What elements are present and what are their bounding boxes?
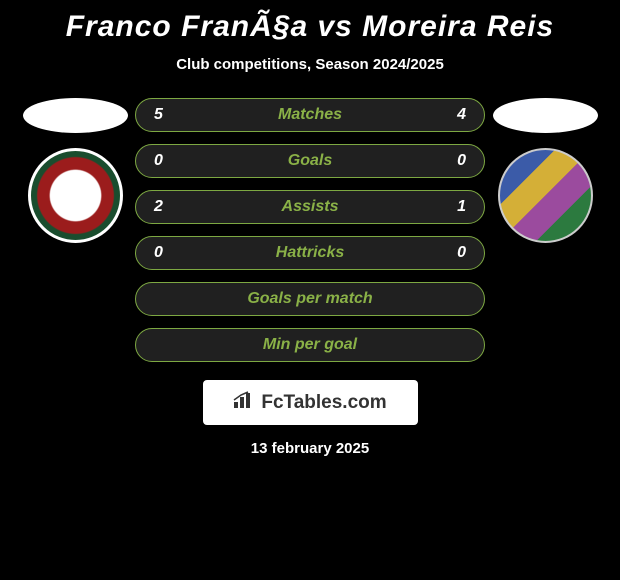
stat-gpm-label: Goals per match bbox=[247, 290, 372, 308]
player-left-side bbox=[25, 98, 125, 243]
comparison-container: Franco FranÃ§a vs Moreira Reis Club comp… bbox=[0, 0, 620, 580]
club-badge-left bbox=[28, 148, 123, 243]
stat-assists-label: Assists bbox=[282, 198, 339, 216]
stat-assists-right: 1 bbox=[441, 198, 466, 216]
stat-row-matches: 5 Matches 4 bbox=[135, 98, 485, 132]
stat-goals-left: 0 bbox=[154, 152, 179, 170]
stat-row-assists: 2 Assists 1 bbox=[135, 190, 485, 224]
player-right-photo bbox=[493, 98, 598, 133]
stat-matches-label: Matches bbox=[278, 106, 342, 124]
club-badge-right bbox=[498, 148, 593, 243]
stat-hattricks-label: Hattricks bbox=[276, 244, 344, 262]
chart-icon bbox=[233, 391, 255, 414]
stat-row-mpg: Min per goal bbox=[135, 328, 485, 362]
stat-matches-left: 5 bbox=[154, 106, 179, 124]
page-title: Franco FranÃ§a vs Moreira Reis bbox=[66, 10, 555, 44]
date-text: 13 february 2025 bbox=[251, 440, 369, 457]
subtitle: Club competitions, Season 2024/2025 bbox=[176, 56, 444, 73]
player-right-side bbox=[495, 98, 595, 243]
stat-goals-label: Goals bbox=[288, 152, 332, 170]
stat-row-gpm: Goals per match bbox=[135, 282, 485, 316]
stat-hattricks-right: 0 bbox=[441, 244, 466, 262]
brand-box[interactable]: FcTables.com bbox=[203, 380, 418, 425]
brand-text: FcTables.com bbox=[261, 392, 386, 414]
stat-row-goals: 0 Goals 0 bbox=[135, 144, 485, 178]
stat-row-hattricks: 0 Hattricks 0 bbox=[135, 236, 485, 270]
stat-hattricks-left: 0 bbox=[154, 244, 179, 262]
stat-goals-right: 0 bbox=[441, 152, 466, 170]
main-area: 5 Matches 4 0 Goals 0 2 Assists 1 0 Hatt… bbox=[0, 98, 620, 362]
player-left-photo bbox=[23, 98, 128, 133]
stats-column: 5 Matches 4 0 Goals 0 2 Assists 1 0 Hatt… bbox=[135, 98, 485, 362]
stat-mpg-label: Min per goal bbox=[263, 336, 357, 354]
stat-matches-right: 4 bbox=[441, 106, 466, 124]
stat-assists-left: 2 bbox=[154, 198, 179, 216]
